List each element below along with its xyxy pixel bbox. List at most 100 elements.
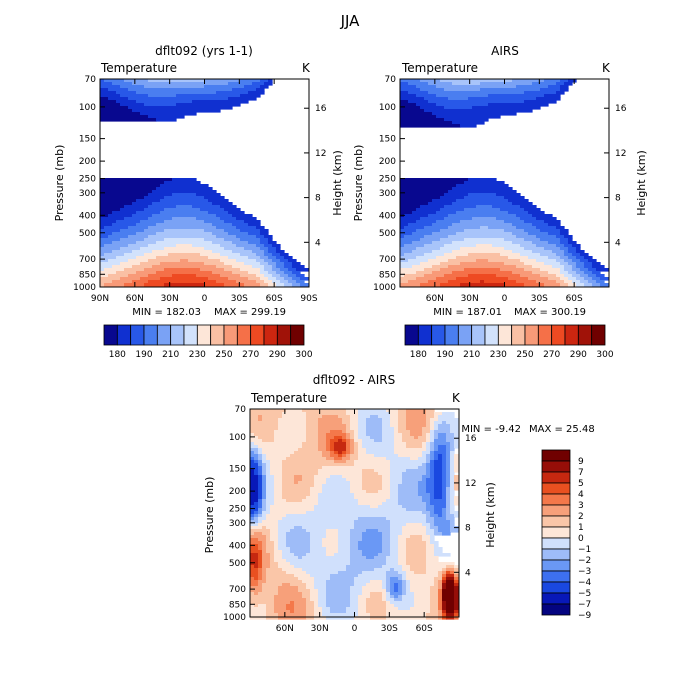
contour-cell <box>408 223 433 227</box>
contour-cell <box>464 181 505 185</box>
contour-cell <box>306 433 319 437</box>
contour-cell <box>576 283 585 287</box>
contour-cell <box>512 79 545 83</box>
contour-cell <box>390 475 403 479</box>
contour-cell <box>144 196 165 200</box>
contour-cell <box>430 610 439 614</box>
contour-cell <box>100 184 161 188</box>
contour-cell <box>410 430 423 434</box>
contour-cell <box>144 103 177 107</box>
contour-cell <box>394 583 399 587</box>
contour-cell <box>572 280 581 284</box>
contour-cell <box>390 481 403 485</box>
colorbar-model: 180 190 210 230 250 270 290 300 <box>103 324 313 360</box>
contour-cell <box>346 454 351 458</box>
contour-cell <box>256 88 265 92</box>
contour-cell <box>584 262 593 266</box>
contour-cell <box>160 211 209 215</box>
contour-cell <box>296 274 305 278</box>
contour-cell <box>430 526 439 530</box>
contour-cell <box>104 283 125 287</box>
contour-cell <box>438 418 459 422</box>
colorbar-swatch <box>541 526 571 539</box>
contour-cell <box>500 208 525 212</box>
contour-cell <box>212 241 233 245</box>
contour-cell <box>262 583 283 587</box>
contour-cell <box>274 430 307 434</box>
contour-cell <box>104 226 129 230</box>
contour-cell <box>250 412 283 416</box>
contour-cell <box>112 280 133 284</box>
contour-cell <box>268 250 277 254</box>
colorbar-label: 270 <box>242 350 259 360</box>
contour-cell <box>472 217 497 221</box>
contour-cell <box>250 484 259 488</box>
contour-cell <box>266 499 275 503</box>
contour-cell <box>204 85 245 89</box>
contour-cell <box>276 256 285 260</box>
contour-cell <box>430 511 435 515</box>
contour-cell <box>268 277 277 281</box>
contour-cell <box>288 268 297 272</box>
contour-cell <box>236 280 257 284</box>
contour-cell <box>454 478 459 482</box>
contour-cell <box>402 592 407 596</box>
contour-cell <box>354 496 391 500</box>
contour-cell <box>322 541 339 545</box>
contour-cell <box>274 559 287 563</box>
contour-cell <box>250 589 263 593</box>
contour-cell <box>588 280 597 284</box>
contour-cell <box>322 415 339 419</box>
contour-cell <box>426 424 431 428</box>
contour-cell <box>442 508 447 512</box>
contour-cell <box>232 271 249 275</box>
contour-cell <box>426 505 435 509</box>
contour-cell <box>338 532 351 536</box>
contour-cell <box>274 547 279 551</box>
contour-cell <box>330 475 343 479</box>
contour-cell <box>446 460 451 464</box>
contour-cell <box>548 271 561 275</box>
colorbar-label: 1 <box>578 523 584 533</box>
contour-cell <box>382 541 391 545</box>
contour-cell <box>400 121 453 125</box>
contour-cell <box>286 538 311 542</box>
contour-cell <box>400 244 405 248</box>
colorbar-swatch <box>541 592 571 605</box>
contour-cell <box>258 547 263 551</box>
contour-cell <box>268 238 273 242</box>
contour-cell <box>148 259 181 263</box>
contour-cell <box>520 217 537 221</box>
contour-cell <box>504 220 525 224</box>
contour-cell <box>398 493 419 497</box>
contour-cell <box>438 598 443 602</box>
contour-cell <box>568 256 577 260</box>
contour-cell <box>390 424 399 428</box>
contour-cell <box>258 415 263 419</box>
contour-cell <box>160 199 209 203</box>
contour-cell <box>552 250 565 254</box>
contour-cell <box>152 190 217 194</box>
contour-cell <box>270 508 315 512</box>
contour-cell <box>272 268 281 272</box>
contour-cell <box>104 79 125 83</box>
contour-cell <box>430 523 435 527</box>
contour-cell <box>390 535 399 539</box>
contour-cell <box>236 217 257 221</box>
contour-cell <box>516 265 533 269</box>
contour-cell <box>270 469 283 473</box>
contour-cell <box>270 538 279 542</box>
contour-cell <box>326 439 331 443</box>
contour-cell <box>572 268 581 272</box>
contour-cell <box>266 472 271 476</box>
contour-cell <box>200 253 221 257</box>
contour-cell <box>258 577 263 581</box>
contour-cell <box>406 583 411 587</box>
contour-cell <box>416 220 437 224</box>
contour-cell <box>250 424 279 428</box>
contour-cell <box>434 439 447 443</box>
contour-cell <box>536 244 557 248</box>
contour-cell <box>280 259 289 263</box>
contour-cell <box>262 448 299 452</box>
